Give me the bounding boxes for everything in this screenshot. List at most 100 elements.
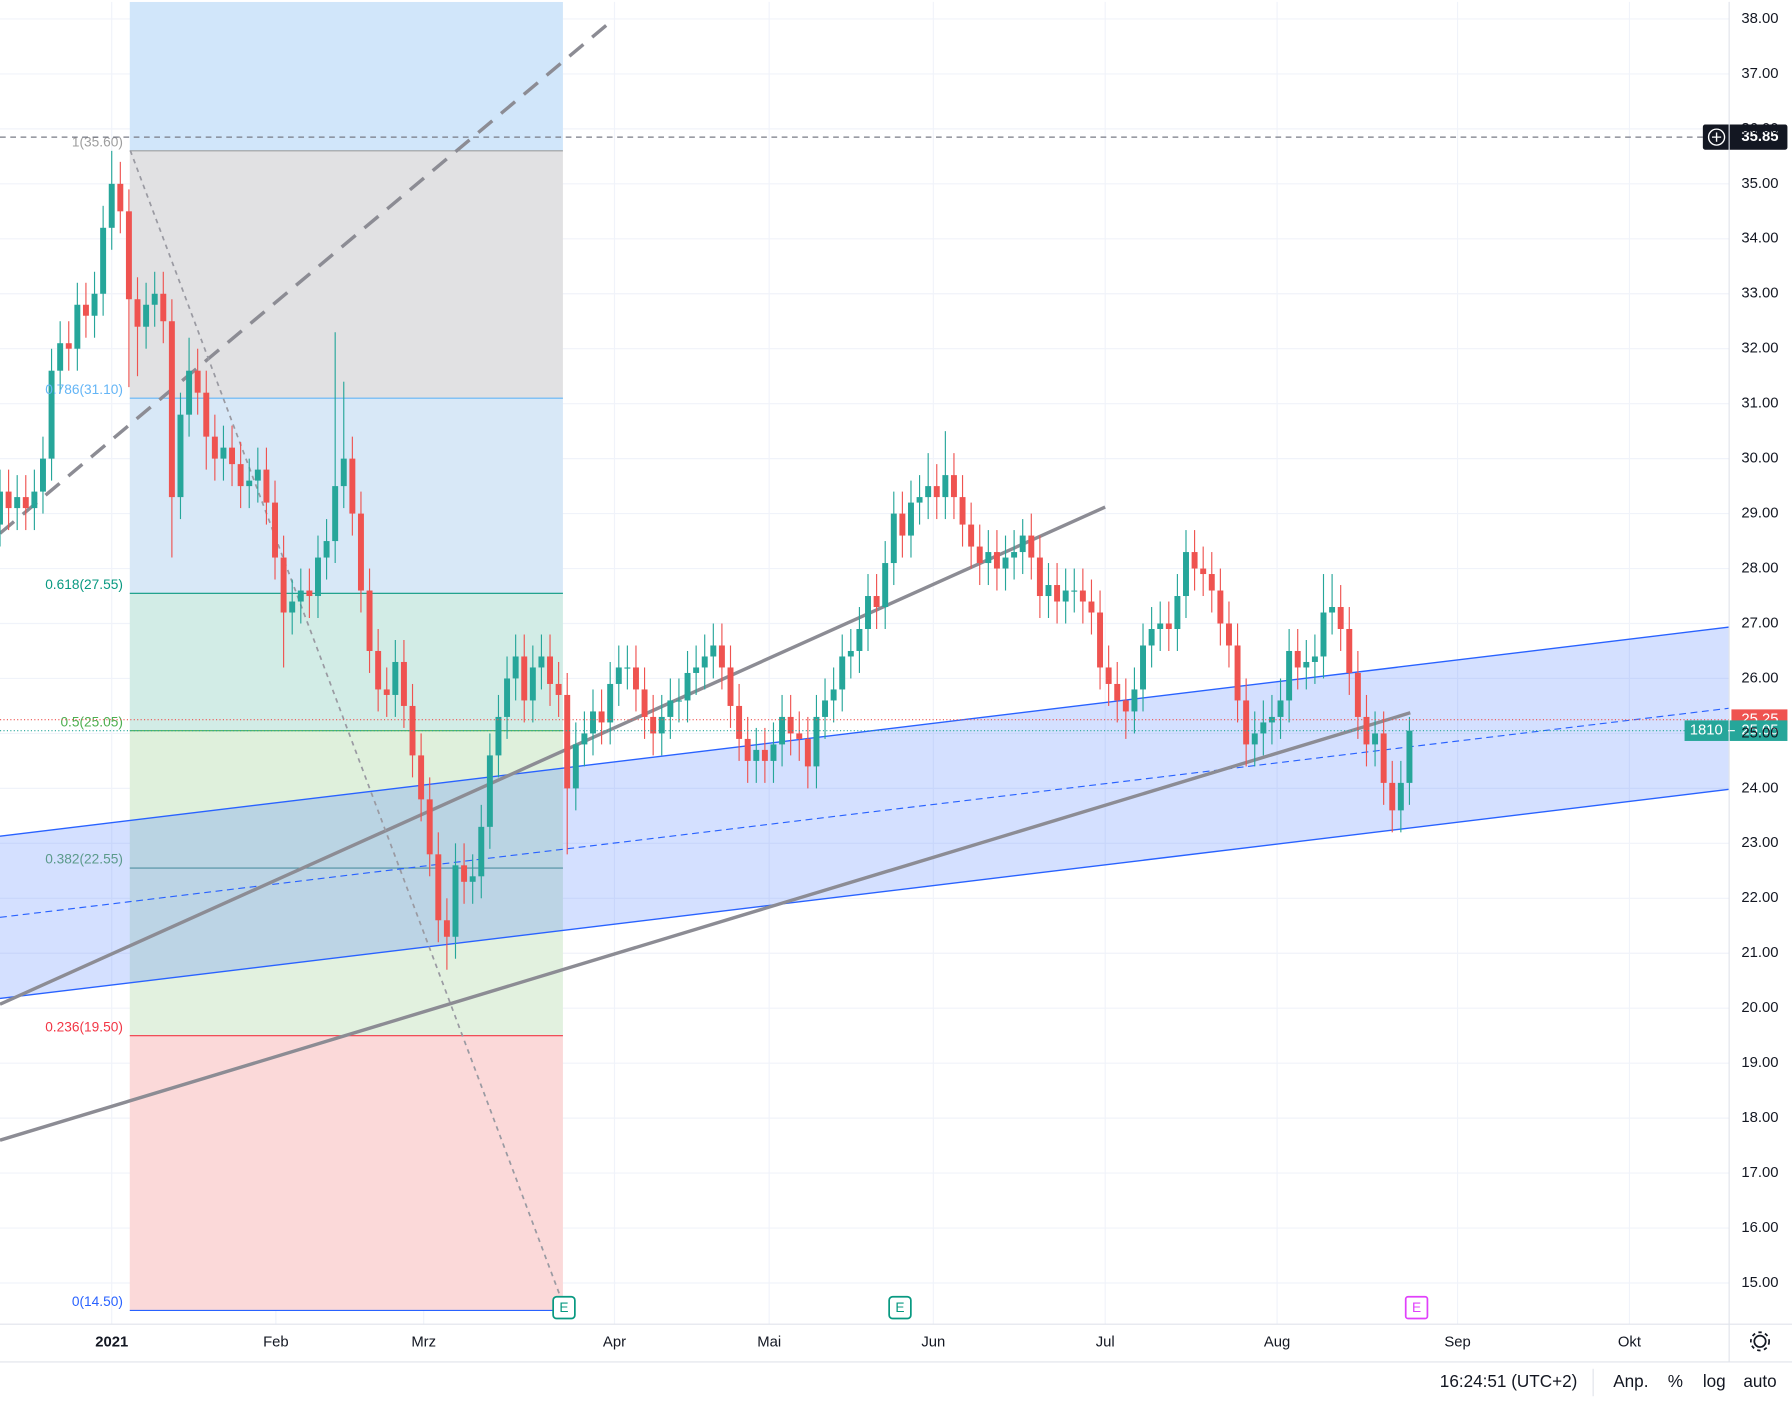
fib-top-zone (129, 1, 563, 151)
candle-body (718, 645, 725, 668)
candle-body (151, 293, 158, 305)
adjust-button[interactable]: Anp. (1613, 1371, 1648, 1391)
y-tick-label: 25.00 (1741, 725, 1778, 741)
event-marker[interactable] (552, 1295, 576, 1320)
status-bar: 16:24:51 (UTC+2) Anp. % log auto (1440, 1331, 1777, 1397)
fib-label: 0.5(25.05) (60, 714, 122, 729)
candle-body (400, 661, 407, 706)
x-tick-label: Jul (1096, 1334, 1115, 1350)
candle-body (684, 672, 691, 701)
candle-body (1372, 733, 1379, 745)
candle-body (581, 733, 588, 745)
candle-body (1251, 733, 1258, 745)
candle-body (495, 716, 502, 756)
fib-zone (129, 868, 563, 1036)
x-tick-label: Jun (921, 1334, 945, 1350)
candle-body (1071, 590, 1078, 592)
y-tick-label: 31.00 (1741, 396, 1778, 412)
candle-body (839, 656, 846, 690)
candle-body (693, 667, 700, 673)
candle-body (985, 552, 992, 564)
candle-body (624, 667, 631, 669)
settings-button[interactable] (1750, 1331, 1770, 1352)
y-tick-label: 36.00 (1741, 121, 1778, 137)
y-tick-label: 29.00 (1741, 506, 1778, 522)
candle-body (1002, 557, 1009, 569)
y-tick-label: 28.00 (1741, 560, 1778, 576)
fib-zone (129, 1035, 563, 1311)
fibonacci (129, 1, 563, 1312)
candle-body (82, 304, 89, 316)
candle-body (1329, 607, 1336, 613)
fib-label: 0.236(19.50) (45, 1019, 123, 1034)
candle-body (615, 667, 622, 684)
fib-label: 1(35.60) (72, 134, 123, 149)
candle-body (1140, 645, 1146, 690)
candle-body (14, 497, 21, 509)
candle-body (658, 716, 665, 734)
y-tick-label: 33.00 (1741, 286, 1778, 302)
candle-body (710, 645, 717, 657)
event-label: E (559, 1300, 568, 1315)
candle-body (469, 876, 476, 882)
candle-body (1088, 601, 1095, 613)
crosshair-plus[interactable] (1707, 128, 1726, 146)
candle-body (168, 321, 175, 498)
candle-body (770, 744, 777, 761)
y-tick-label: 17.00 (1741, 1165, 1778, 1181)
x-tick-label: Okt (1618, 1334, 1642, 1350)
candles (0, 150, 1413, 970)
candle-body (22, 497, 29, 509)
candle-body (950, 475, 957, 498)
event-marker[interactable] (888, 1295, 912, 1320)
percent-button[interactable]: % (1668, 1371, 1683, 1391)
candle-body (1397, 782, 1404, 811)
candle-body (1225, 623, 1232, 646)
candle-body (357, 513, 364, 591)
candle-body (461, 865, 468, 882)
candle-body (1389, 782, 1396, 811)
fib-zone (129, 150, 563, 399)
log-button[interactable]: log (1703, 1371, 1726, 1391)
candle-body (435, 854, 442, 921)
candle-body (916, 497, 923, 503)
candle-body (426, 799, 433, 855)
candle-body (968, 524, 975, 547)
candle-body (486, 755, 493, 827)
candle-body (383, 689, 390, 695)
candle-body (908, 502, 914, 536)
candle-body (229, 447, 236, 465)
auto-button[interactable]: auto (1743, 1371, 1776, 1391)
candle-body (813, 716, 820, 767)
x-tick-label: Apr (603, 1334, 626, 1350)
fib-trend (129, 150, 565, 1306)
x-tick-label: Sep (1444, 1334, 1470, 1350)
y-tick-label: 20.00 (1741, 1000, 1778, 1016)
fib-label: 0.618(27.55) (45, 577, 123, 592)
candle-body (572, 744, 579, 789)
candle-body (143, 304, 150, 327)
candle-body (100, 227, 107, 294)
fib-zone (129, 398, 563, 594)
candle-body (865, 596, 871, 629)
candle-body (632, 667, 639, 690)
crosshair-plus (1712, 132, 1722, 142)
countdown: 1810 (1690, 723, 1723, 739)
candle-body (366, 590, 373, 651)
crosshair-badge (1702, 124, 1788, 150)
candle-body (899, 513, 906, 536)
candle-body (1234, 645, 1241, 701)
candle-body (0, 491, 3, 525)
candle-body (5, 491, 12, 509)
candle-body (942, 475, 949, 498)
candle-body (65, 343, 72, 349)
candle-body (925, 486, 932, 498)
candle-body (1337, 607, 1344, 629)
candle-body (882, 563, 889, 608)
candle-body (418, 755, 425, 800)
candle-body (650, 716, 657, 734)
event-marker[interactable] (1404, 1295, 1429, 1320)
candle-body (701, 656, 708, 668)
